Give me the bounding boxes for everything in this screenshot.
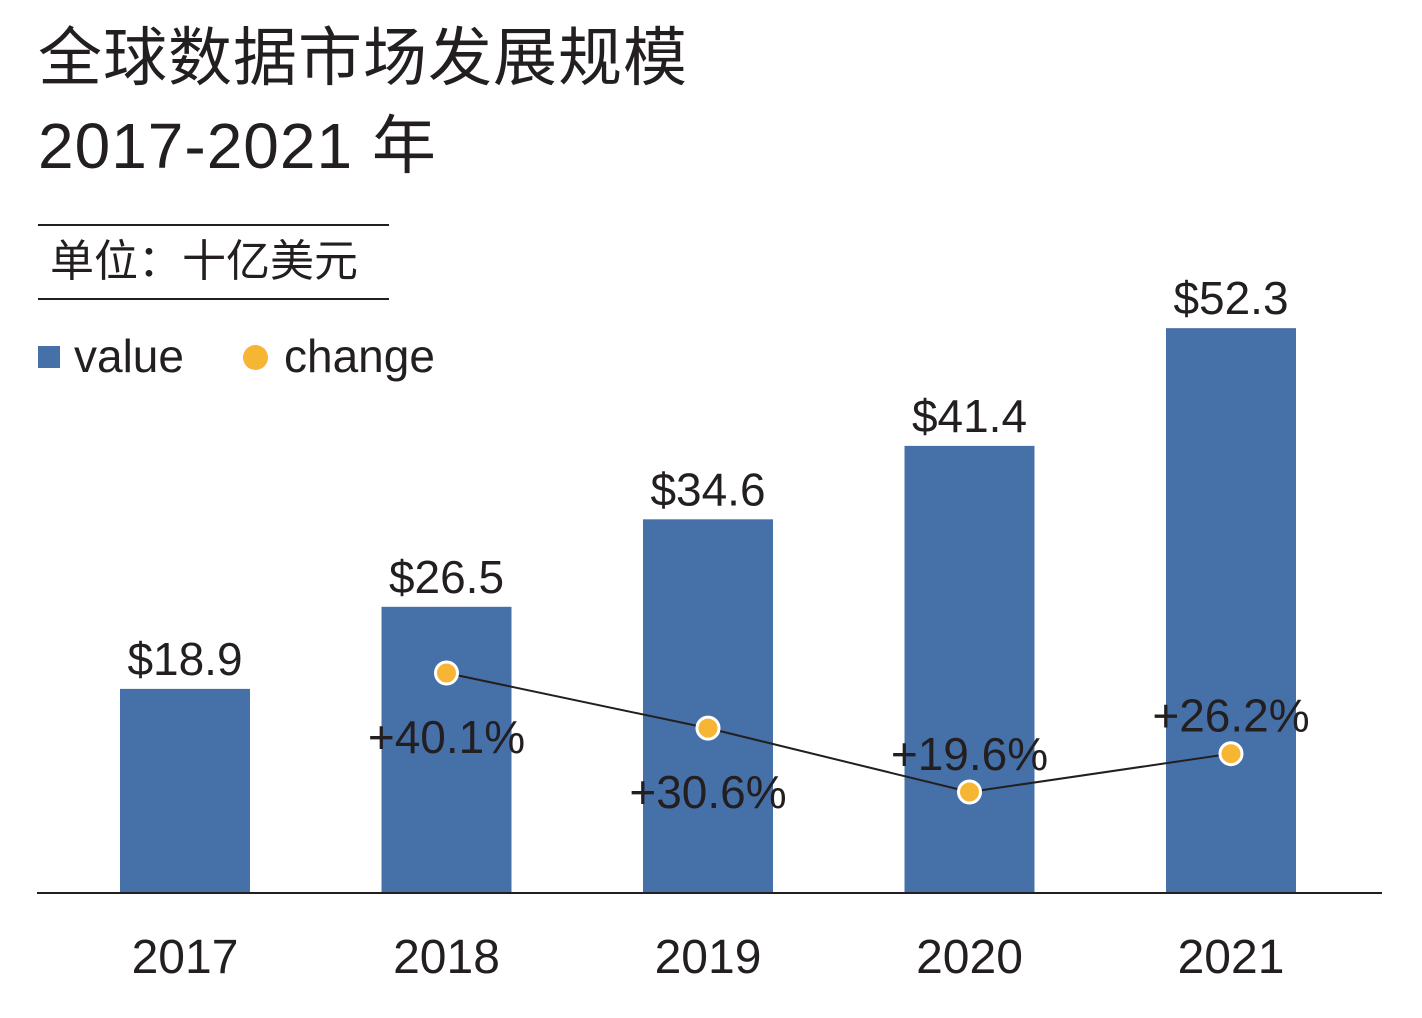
x-tick-label-2021: 2021 [1178, 931, 1285, 984]
change-series-line [446, 672, 1232, 794]
change-label-2020: +19.6% [891, 728, 1048, 780]
change-label-2019: +30.6% [629, 766, 786, 818]
unit-label: 单位：十亿美元 [50, 237, 358, 286]
unit-box: 单位：十亿美元 [38, 224, 389, 300]
change-point-2019 [695, 715, 721, 741]
change-label-2021: +26.2% [1152, 690, 1309, 742]
change-point-2021 [1218, 741, 1244, 767]
x-tick-label-2017: 2017 [132, 931, 239, 984]
bar-2020 [904, 445, 1035, 893]
bar-2021 [1166, 328, 1296, 893]
bar-2019 [643, 519, 773, 893]
bar-2018 [381, 606, 512, 893]
chart-subtitle: 2017-2021 年 [38, 110, 437, 182]
legend-swatch-value [38, 346, 60, 368]
legend-swatch-change [243, 345, 268, 370]
bar-2017 [120, 688, 250, 893]
change-point-2020 [957, 779, 982, 805]
bar-value-label-2019: $34.6 [650, 463, 765, 515]
bar-value-label-2020: $41.4 [912, 390, 1027, 442]
chart-title: 全球数据市场发展规模 [38, 22, 688, 94]
bar-value-label-2018: $26.5 [389, 551, 504, 603]
x-tick-label-2018: 2018 [393, 931, 500, 984]
legend-label-value: value [74, 330, 184, 382]
change-point-2018 [434, 660, 459, 686]
change-label-2018: +40.1% [368, 711, 525, 763]
x-tick-label-2019: 2019 [655, 931, 762, 984]
bar-value-label-2021: $52.3 [1173, 272, 1288, 324]
legend-label-change: change [284, 330, 435, 382]
x-tick-label-2020: 2020 [916, 931, 1023, 984]
bar-value-label-2017: $18.9 [127, 633, 242, 685]
